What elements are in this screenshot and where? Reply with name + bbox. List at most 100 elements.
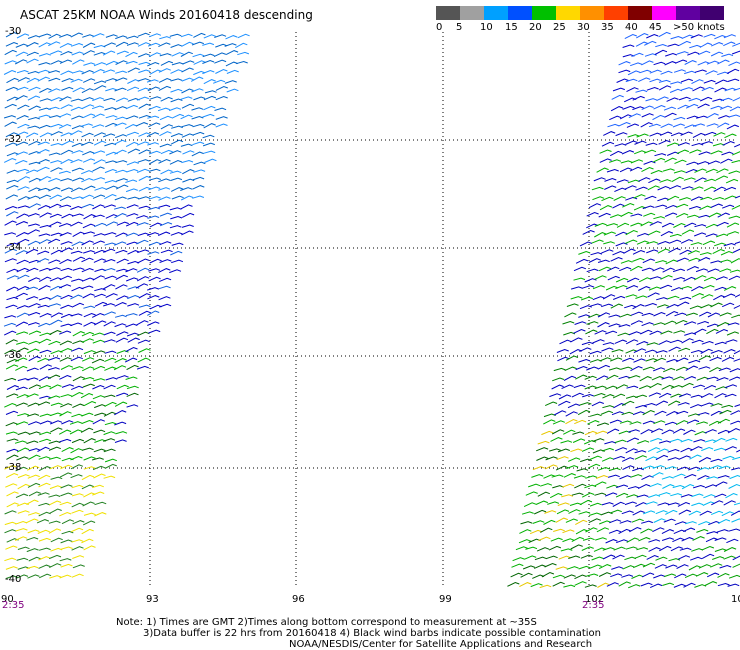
- wind-barb: [582, 285, 595, 289]
- wind-barb: [58, 170, 71, 174]
- wind-barb: [679, 197, 692, 201]
- wind-barb: [93, 429, 106, 434]
- wind-barb: [70, 313, 83, 317]
- wind-barb: [607, 474, 620, 478]
- wind-barb: [50, 537, 63, 543]
- wind-barb: [706, 123, 719, 127]
- wind-barb: [698, 457, 712, 463]
- wind-barb: [562, 538, 575, 543]
- wind-barb: [625, 229, 638, 236]
- wind-barb: [28, 116, 40, 121]
- wind-barb: [16, 312, 29, 318]
- wind-barb: [536, 547, 550, 552]
- wind-barb: [61, 384, 74, 388]
- wind-barb: [531, 474, 544, 478]
- wind-barb: [49, 384, 62, 390]
- wind-barb: [93, 159, 106, 165]
- wind-barb: [213, 52, 227, 58]
- wind-barb: [622, 565, 635, 570]
- wind-barb: [591, 186, 604, 191]
- wind-barb: [726, 68, 740, 74]
- wind-barb: [148, 52, 162, 58]
- wind-barb: [597, 466, 610, 471]
- wind-barb: [38, 573, 52, 579]
- wind-barb: [37, 205, 51, 210]
- wind-barb: [688, 510, 701, 516]
- wind-barb: [688, 466, 701, 471]
- wind-barb: [48, 187, 61, 192]
- wind-barb: [105, 185, 118, 191]
- wind-barb: [94, 222, 107, 228]
- wind-barb: [697, 257, 711, 262]
- wind-barb: [701, 545, 715, 551]
- wind-barb: [590, 252, 603, 256]
- wind-barb: [625, 448, 638, 454]
- wind-barb: [125, 188, 138, 193]
- wind-barb: [71, 502, 84, 508]
- wind-barb: [601, 347, 614, 352]
- wind-barb: [158, 296, 171, 301]
- wind-barb: [15, 151, 28, 156]
- wind-barb: [16, 33, 30, 39]
- wind-barb: [579, 241, 593, 247]
- wind-barb: [633, 348, 647, 354]
- wind-barb: [667, 448, 680, 453]
- wind-barb: [146, 79, 159, 83]
- wind-barb: [571, 392, 584, 398]
- wind-barb: [727, 231, 740, 235]
- wind-barb: [661, 376, 674, 380]
- wind-barb: [709, 465, 722, 470]
- wind-barb: [48, 446, 61, 451]
- wind-barb: [558, 394, 572, 400]
- wind-barb: [5, 472, 19, 479]
- wind-barb: [192, 141, 205, 146]
- wind-barb: [159, 53, 172, 57]
- wind-barb: [646, 86, 659, 91]
- wind-barb: [59, 330, 72, 335]
- wind-barb: [114, 358, 127, 364]
- wind-barb: [618, 581, 631, 587]
- wind-barb: [71, 366, 84, 370]
- wind-barb: [589, 502, 602, 507]
- wind-barb: [91, 105, 104, 110]
- wind-barb: [181, 230, 194, 236]
- wind-barb: [137, 249, 150, 254]
- wind-barb: [584, 385, 597, 390]
- wind-barb: [614, 187, 627, 193]
- wind-barb: [71, 413, 84, 418]
- wind-barb: [701, 86, 714, 92]
- wind-barb: [615, 284, 628, 290]
- wind-barb: [624, 33, 637, 40]
- wind-barb: [636, 341, 649, 346]
- wind-barb: [226, 88, 239, 93]
- wind-barb: [50, 50, 63, 55]
- wind-barb: [675, 366, 689, 371]
- wind-barb: [92, 194, 106, 199]
- wind-barb: [578, 358, 591, 363]
- wind-barb: [727, 583, 740, 587]
- wind-barb: [93, 85, 107, 91]
- wind-barb: [60, 132, 73, 137]
- wind-barb: [724, 446, 737, 451]
- wind-barb: [49, 213, 62, 218]
- wind-barb: [14, 59, 28, 65]
- wind-barb: [171, 52, 184, 57]
- wind-barb: [730, 510, 740, 516]
- wind-barb: [684, 573, 698, 579]
- wind-barb: [603, 131, 616, 136]
- wind-barb: [115, 41, 129, 47]
- wind-barb: [60, 159, 73, 165]
- wind-barb: [38, 114, 51, 118]
- wind-barb: [666, 142, 679, 147]
- wind-barb: [626, 123, 639, 128]
- wind-barb: [676, 257, 689, 262]
- wind-barb: [61, 140, 74, 146]
- wind-barb: [159, 221, 173, 227]
- wind-barb: [50, 131, 63, 136]
- wind-barb: [733, 304, 740, 309]
- wind-barb: [26, 499, 39, 505]
- wind-barb: [595, 375, 609, 381]
- wind-barb: [72, 520, 85, 525]
- wind-barb: [191, 151, 204, 157]
- wind-barb: [81, 285, 94, 290]
